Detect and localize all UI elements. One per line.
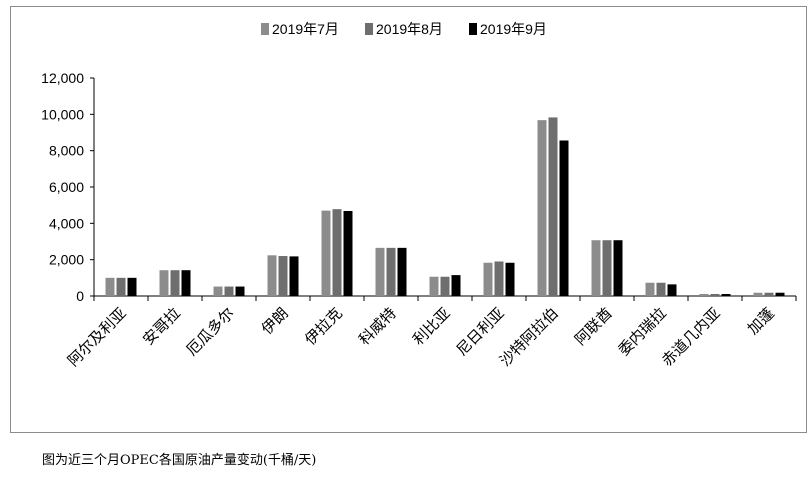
bar-2-利比亚 bbox=[440, 276, 450, 296]
bar-1-委内瑞拉 bbox=[645, 282, 655, 296]
legend-swatch bbox=[469, 23, 477, 35]
bar-2-伊朗 bbox=[278, 256, 288, 296]
y-axis: 0 2,000 4,000 6,000 8,000 10,000 12,000 bbox=[41, 70, 95, 304]
bar-1-伊朗 bbox=[267, 255, 277, 296]
bar-series-group bbox=[105, 117, 785, 297]
y-tick-label: 4,000 bbox=[49, 215, 84, 231]
bar-3-加蓬 bbox=[775, 292, 785, 296]
bar-2-安哥拉 bbox=[170, 270, 180, 296]
bar-2-厄瓜多尔 bbox=[224, 286, 234, 296]
category-label: 加蓬 bbox=[744, 304, 778, 338]
bar-3-利比亚 bbox=[451, 275, 461, 296]
category-label: 厄瓜多尔 bbox=[183, 304, 238, 359]
bar-1-阿尔及利亚 bbox=[105, 277, 115, 296]
figure-caption: 图为近三个月OPEC各国原油产量变动(千桶/天) bbox=[42, 453, 317, 468]
bar-3-沙特阿拉伯 bbox=[559, 140, 569, 296]
bar-3-阿联酋 bbox=[613, 240, 623, 296]
bar-2-阿尔及利亚 bbox=[116, 277, 126, 296]
bar-1-利比亚 bbox=[429, 276, 439, 296]
legend-swatch bbox=[365, 23, 373, 35]
bar-1-阿联酋 bbox=[591, 240, 601, 296]
bar-3-委内瑞拉 bbox=[667, 284, 677, 296]
y-tick-label: 6,000 bbox=[49, 179, 84, 195]
bar-3-科威特 bbox=[397, 247, 407, 296]
bar-1-赤道几内亚 bbox=[699, 294, 709, 296]
category-label: 伊朗 bbox=[258, 304, 292, 338]
chart-frame: 2019年7月 2019年8月 2019年9月 0 2,000 4,000 6,000 8,… bbox=[10, 6, 807, 433]
category-label: 赤道几内亚 bbox=[658, 304, 724, 370]
bar-3-赤道几内亚 bbox=[721, 294, 731, 296]
bar-2-委内瑞拉 bbox=[656, 282, 666, 296]
bar-3-阿尔及利亚 bbox=[127, 277, 137, 296]
bar-3-厄瓜多尔 bbox=[235, 286, 245, 296]
bar-3-尼日利亚 bbox=[505, 262, 515, 296]
bar-2-科威特 bbox=[386, 247, 396, 296]
y-tick-label: 0 bbox=[76, 288, 84, 304]
category-label: 沙特阿拉伯 bbox=[496, 304, 562, 370]
category-label: 利比亚 bbox=[409, 304, 454, 349]
category-label: 阿联酋 bbox=[571, 304, 616, 349]
legend-swatch bbox=[261, 23, 269, 35]
bar-2-沙特阿拉伯 bbox=[548, 117, 558, 297]
legend-label: 2019年9月 bbox=[480, 21, 547, 37]
bar-2-伊拉克 bbox=[332, 209, 342, 296]
y-tick-label: 10,000 bbox=[41, 106, 84, 122]
bar-chart: 2019年7月 2019年8月 2019年9月 0 2,000 4,000 6,000 8,… bbox=[41, 21, 797, 370]
bar-1-科威特 bbox=[375, 247, 385, 296]
bar-2-加蓬 bbox=[764, 292, 774, 296]
y-tick-label: 12,000 bbox=[41, 70, 84, 86]
bar-1-安哥拉 bbox=[159, 270, 169, 296]
category-label: 尼日利亚 bbox=[453, 304, 508, 359]
y-tick-label: 8,000 bbox=[49, 143, 84, 159]
bar-1-尼日利亚 bbox=[483, 262, 493, 296]
bar-1-厄瓜多尔 bbox=[213, 286, 223, 296]
category-label: 安哥拉 bbox=[139, 304, 184, 349]
x-axis bbox=[93, 295, 797, 301]
category-label: 委内瑞拉 bbox=[615, 304, 670, 359]
bar-2-赤道几内亚 bbox=[710, 294, 720, 296]
category-label: 阿尔及利亚 bbox=[64, 304, 130, 370]
bar-1-沙特阿拉伯 bbox=[537, 120, 547, 296]
bar-3-伊拉克 bbox=[343, 210, 353, 296]
legend-label: 2019年8月 bbox=[376, 21, 443, 37]
y-tick-label: 2,000 bbox=[49, 252, 84, 268]
bar-2-阿联酋 bbox=[602, 240, 612, 296]
category-label: 科威特 bbox=[355, 304, 400, 349]
bar-2-尼日利亚 bbox=[494, 261, 504, 296]
chart-legend: 2019年7月 2019年8月 2019年9月 bbox=[261, 21, 547, 37]
bar-3-安哥拉 bbox=[181, 270, 191, 296]
category-label: 伊拉克 bbox=[301, 304, 346, 349]
bar-1-加蓬 bbox=[753, 292, 763, 296]
bar-1-伊拉克 bbox=[321, 210, 331, 296]
bar-3-伊朗 bbox=[289, 256, 299, 296]
legend-label: 2019年7月 bbox=[272, 21, 339, 37]
